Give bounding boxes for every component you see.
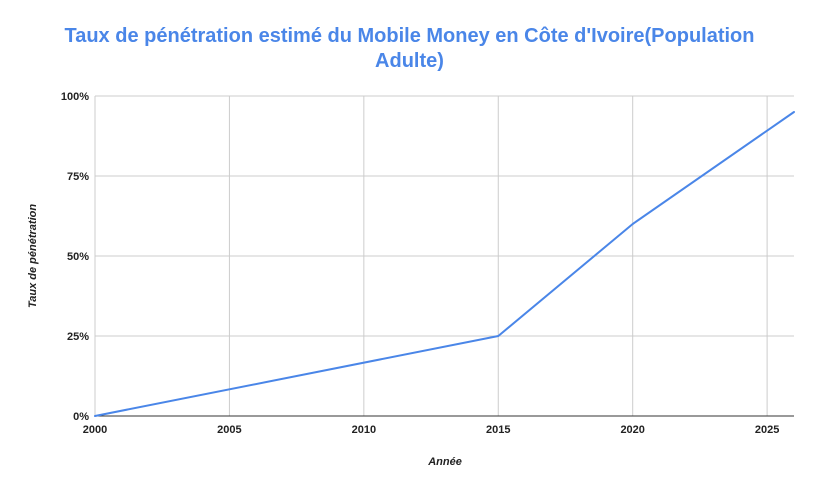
y-axis-title: Taux de pénétration	[27, 204, 39, 308]
x-tick-label: 2005	[217, 424, 241, 436]
y-tick-label: 25%	[67, 331, 89, 343]
series-line	[94, 111, 795, 417]
tick-labels: 0% 25% 50% 75% 100% 2000 2005 2010 2015 2020 2025	[61, 91, 779, 436]
y-tick-label: 100%	[61, 91, 89, 103]
y-tick-label: 75%	[67, 171, 89, 183]
series-layer	[94, 111, 795, 417]
chart-title: Taux de pénétration estimé du Mobile Mon…	[64, 25, 755, 72]
y-tick-label: 0%	[73, 411, 89, 423]
x-tick-label: 2000	[83, 424, 107, 436]
x-axis-title: Année	[427, 456, 462, 468]
x-tick-label: 2020	[620, 424, 644, 436]
y-tick-label: 50%	[67, 251, 89, 263]
x-tick-label: 2010	[352, 424, 376, 436]
grid-lines	[94, 95, 794, 416]
x-tick-label: 2025	[755, 424, 779, 436]
x-tick-label: 2015	[486, 424, 510, 436]
